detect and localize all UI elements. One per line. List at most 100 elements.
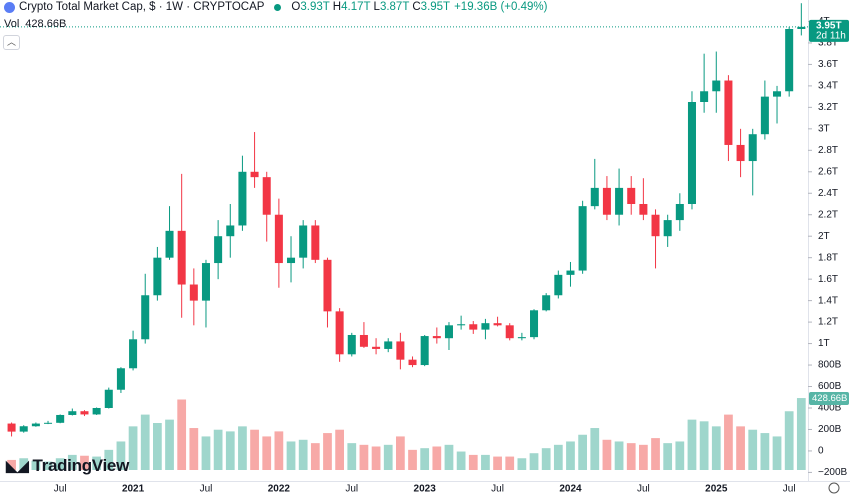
candle-body <box>141 295 150 340</box>
y-tick-label: 3.8T <box>818 38 838 49</box>
candle-body <box>80 411 89 415</box>
collapse-button[interactable]: ︿ <box>3 35 20 50</box>
volume-bar <box>517 458 527 470</box>
volume-bar <box>748 429 758 470</box>
candle-body <box>578 206 587 271</box>
candle-body <box>408 359 417 366</box>
volume-bar <box>614 441 624 470</box>
ohlc-key: O <box>291 1 301 13</box>
candle-body <box>748 134 757 162</box>
volume-bar <box>238 426 247 470</box>
candle-body <box>530 310 539 338</box>
candle-body <box>189 284 198 301</box>
volume-tag-bg <box>809 392 849 406</box>
candle-body <box>287 257 296 264</box>
candle-body <box>104 389 113 408</box>
volume-bar <box>699 421 709 470</box>
volume-bar <box>760 433 770 470</box>
settings-button[interactable] <box>828 482 840 494</box>
candle-body <box>639 203 648 215</box>
volume-bar <box>128 426 138 470</box>
candle-body <box>262 177 271 215</box>
candle-body <box>773 91 782 97</box>
volume-bar <box>505 456 515 470</box>
candle-body <box>602 187 611 215</box>
candle-body <box>165 230 174 258</box>
y-tick-label: 0 <box>818 446 824 457</box>
volume-bar <box>189 428 199 470</box>
volume-bar <box>347 443 357 470</box>
y-tick-label: 1T <box>818 338 830 349</box>
y-tick-label: 3.4T <box>818 81 838 92</box>
volume-bar <box>711 426 721 470</box>
volume-bar <box>286 441 296 470</box>
candle-body <box>663 220 672 237</box>
candle-body <box>19 426 28 432</box>
volume-bar <box>104 449 114 470</box>
candle-body <box>359 334 368 347</box>
candle-body <box>627 187 636 204</box>
volume-bar <box>298 439 308 470</box>
volume-bar <box>420 448 430 470</box>
x-tick-label: 2025 <box>705 484 728 495</box>
volume-bar <box>116 441 126 470</box>
candle-body <box>153 257 162 296</box>
volume-bar <box>225 431 235 470</box>
y-tick-label: 1.8T <box>818 252 838 263</box>
candle-body <box>274 214 283 264</box>
candle-body <box>554 274 563 296</box>
ohlc-key: C <box>412 1 421 13</box>
candle-body <box>542 295 551 311</box>
price-tag-bg <box>809 19 849 42</box>
x-tick-label: Jul <box>491 484 504 495</box>
volume-bar <box>80 455 89 470</box>
y-tick-label: 2.8T <box>818 145 838 156</box>
candle-body <box>44 422 53 424</box>
y-tick-label: 2.4T <box>818 188 838 199</box>
volume-bar <box>481 454 490 470</box>
countdown: 2d 11h <box>816 30 846 41</box>
candle-body <box>615 187 624 215</box>
volume-bar <box>408 449 417 470</box>
volume-bar <box>675 441 685 470</box>
ohlc-value: 3.95T <box>420 1 451 13</box>
volume-bar <box>651 438 660 470</box>
candle-body <box>724 80 733 145</box>
volume-bar <box>578 434 587 470</box>
candle-body <box>590 187 599 207</box>
symbol-title[interactable]: Crypto Total Market Cap, $ · 1W · CRYPTO… <box>19 1 265 13</box>
volume-bar <box>7 459 16 470</box>
change: +19.36B (+0.49%) <box>454 1 548 13</box>
x-tick-label: 2023 <box>414 484 437 495</box>
x-tick-label: Jul <box>783 484 796 495</box>
volume-bar <box>55 458 65 470</box>
candle-body <box>420 336 429 366</box>
candle-body <box>785 28 794 92</box>
volume-bar <box>43 461 53 470</box>
y-tick-label: 2T <box>818 231 830 242</box>
volume-bar <box>444 444 454 470</box>
price-tag: 3.95T <box>816 20 842 31</box>
volume-bar <box>456 451 466 470</box>
market-status <box>274 3 282 11</box>
volume-bar <box>177 399 187 470</box>
x-tick-label: 2024 <box>559 484 582 495</box>
volume-bar <box>639 444 648 470</box>
candle-body <box>56 414 65 423</box>
volume-bar <box>92 456 101 470</box>
volume-bar <box>736 426 745 470</box>
x-tick-label: 2022 <box>268 484 291 495</box>
y-tick-label: 600B <box>818 381 842 392</box>
volume-bar <box>687 419 697 470</box>
candle-body <box>372 346 381 349</box>
volume-bar <box>67 454 77 470</box>
candle-body <box>384 341 393 349</box>
candle-body <box>797 26 806 29</box>
volume-bar <box>153 423 162 470</box>
y-tick-label: 3.2T <box>818 102 838 113</box>
y-tick-label: 400B <box>818 403 842 414</box>
volume-bar <box>140 414 150 470</box>
volume-value: 428.66B <box>25 18 67 30</box>
symbol-icon <box>4 1 15 13</box>
